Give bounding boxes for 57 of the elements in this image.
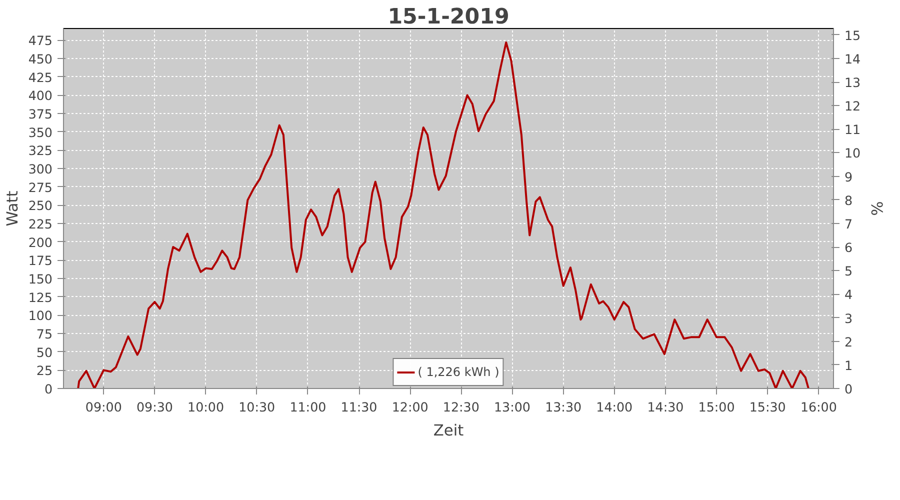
y2-axis-title: % xyxy=(868,201,886,216)
y2-tick-label: 11 xyxy=(844,122,861,138)
y-tick-label: 50 xyxy=(36,344,53,360)
y2-tick-label: 2 xyxy=(844,334,853,350)
y2-tick-label: 10 xyxy=(844,146,861,161)
x-tick-label: 12:00 xyxy=(392,400,428,414)
y2-tick-label: 5 xyxy=(844,264,853,279)
y-tick-label: 200 xyxy=(28,234,53,250)
y-tick-label: 425 xyxy=(28,70,53,85)
x-tick-label: 11:00 xyxy=(290,400,326,414)
x-tick-label: 09:00 xyxy=(85,400,122,414)
y2-tick-label: 15 xyxy=(844,28,861,43)
x-tick-label: 10:00 xyxy=(188,400,224,414)
y2-tick-label: 14 xyxy=(844,51,861,66)
y-tick-label: 0 xyxy=(44,382,53,396)
x-tick-label: 14:00 xyxy=(596,400,633,414)
y2-tick-label: 7 xyxy=(844,216,853,232)
y-tick-label: 375 xyxy=(28,106,53,122)
x-tick-label: 16:00 xyxy=(800,400,837,414)
y-tick-label: 75 xyxy=(36,326,53,342)
y-tick-label: 275 xyxy=(28,180,53,195)
y-tick-label: 475 xyxy=(28,33,53,48)
y2-tick-label: 12 xyxy=(844,98,861,114)
y-tick-label: 400 xyxy=(28,88,53,104)
x-tick-label: 10:30 xyxy=(238,400,276,414)
y-tick-label: 250 xyxy=(28,198,53,214)
y-tick-label: 225 xyxy=(28,216,53,232)
y2-tick-label: 6 xyxy=(844,240,853,256)
y2-tick-label: 8 xyxy=(844,192,853,208)
y-tick-label: 325 xyxy=(28,143,53,158)
x-tick-label: 15:30 xyxy=(749,400,786,414)
y-tick-label: 125 xyxy=(28,290,53,305)
y-tick-label: 25 xyxy=(36,363,53,378)
y-tick-label: 450 xyxy=(28,52,53,67)
chart-title: 15-1-2019 xyxy=(388,4,510,30)
y2-tick-label: 13 xyxy=(844,75,861,90)
y2-tick-label: 9 xyxy=(844,169,853,184)
x-tick-label: 15:00 xyxy=(698,400,735,414)
line-series xyxy=(77,41,810,388)
y-tick-label: 350 xyxy=(28,124,53,140)
y2-tick-label: 0 xyxy=(844,382,853,396)
legend-label: ( 1,226 kWh ) xyxy=(418,365,500,379)
y-tick-label: 175 xyxy=(28,253,53,268)
x-tick-label: 11:30 xyxy=(340,400,378,414)
x-tick-label: 13:00 xyxy=(494,400,530,414)
y-tick-label: 300 xyxy=(28,162,53,177)
y2-tick-label: 1 xyxy=(844,358,853,373)
x-tick-label: 09:30 xyxy=(136,400,173,414)
y2-tick-label: 3 xyxy=(844,310,853,326)
x-tick-label: 14:30 xyxy=(647,400,684,414)
y-tick-label: 150 xyxy=(28,272,53,287)
y-tick-label: 100 xyxy=(28,308,53,324)
x-tick-label: 13:30 xyxy=(545,400,582,414)
x-tick-label: 12:30 xyxy=(442,400,480,414)
y2-tick-label: 4 xyxy=(844,287,853,302)
y-axis-title: Watt xyxy=(3,190,22,226)
x-axis-title: Zeit xyxy=(433,422,464,440)
